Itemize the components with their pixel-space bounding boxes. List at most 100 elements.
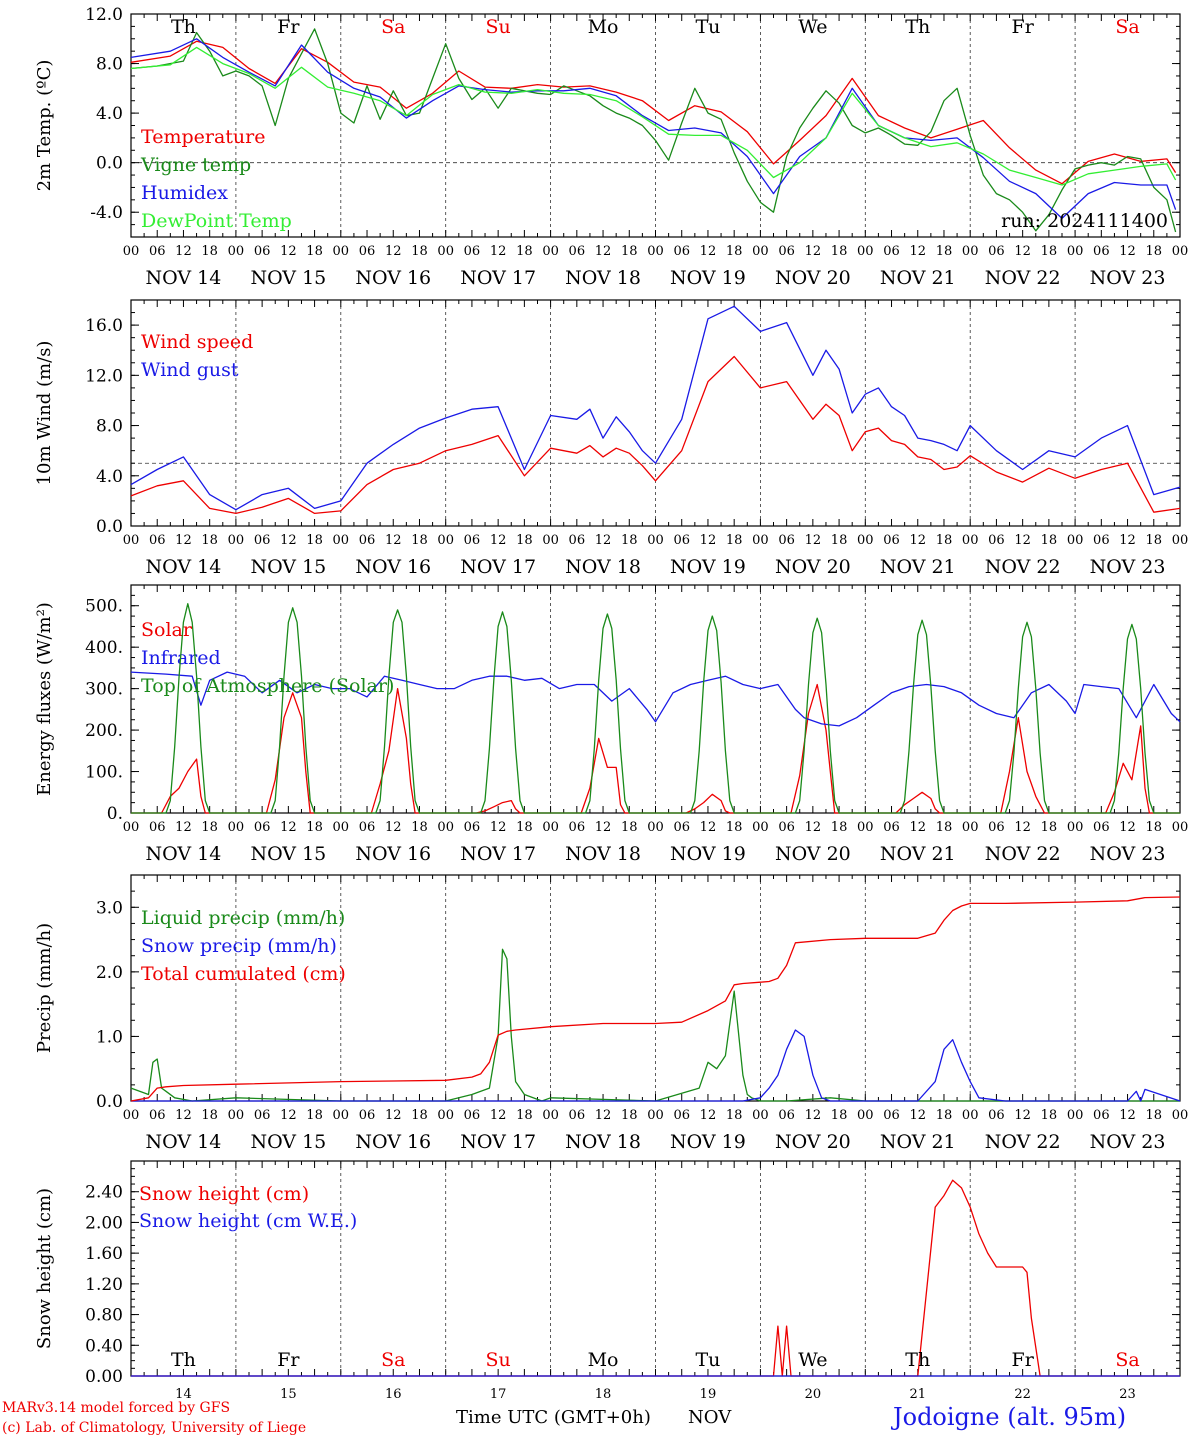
date-label: NOV 17 <box>460 1131 536 1153</box>
legend-entry: Total cumulated (cm) <box>141 963 346 985</box>
date-label: NOV 20 <box>775 267 851 289</box>
hour-label: 12 <box>909 820 926 835</box>
hour-label: 18 <box>1041 244 1058 259</box>
y-tick-label: 1.0 <box>96 1027 123 1047</box>
hour-label: 00 <box>752 533 769 548</box>
hour-label: 18 <box>726 1108 743 1123</box>
hour-label: 12 <box>1014 1108 1031 1123</box>
y-tick-label: 12.0 <box>85 5 123 25</box>
day-number-label: 20 <box>805 1387 822 1402</box>
hour-label: 12 <box>909 533 926 548</box>
hour-label: 06 <box>464 533 481 548</box>
day-number-label: 21 <box>909 1387 926 1402</box>
series-2-2-line <box>131 603 1180 814</box>
date-label: NOV 16 <box>355 267 431 289</box>
hour-label: 12 <box>490 244 507 259</box>
hour-label: 18 <box>516 1108 533 1123</box>
hour-label: 18 <box>726 244 743 259</box>
hour-label: 18 <box>831 820 848 835</box>
hour-label: 06 <box>359 244 376 259</box>
hour-label: 12 <box>700 1108 717 1123</box>
hour-label: 18 <box>936 244 953 259</box>
date-label: NOV 21 <box>880 556 956 578</box>
hour-label: 00 <box>437 1108 454 1123</box>
hour-label: 00 <box>437 820 454 835</box>
hour-label: 06 <box>464 1108 481 1123</box>
hour-label: 00 <box>857 1108 874 1123</box>
legend-entry: Temperature <box>141 126 265 148</box>
weekday-label-bottom: Fr <box>277 1349 300 1371</box>
weekday-label-top: Th <box>905 16 930 38</box>
hour-label: 00 <box>857 820 874 835</box>
y-tick-label: 2.00 <box>85 1213 123 1233</box>
series-4-0-line <box>131 1179 1180 1377</box>
hour-label: 12 <box>1119 1108 1136 1123</box>
y-tick-label: 100. <box>85 763 123 783</box>
hour-label: 18 <box>411 533 428 548</box>
legend-entry: Liquid precip (mm/h) <box>141 907 345 929</box>
hour-label: 06 <box>1093 244 1110 259</box>
legend-entry: Top of Atmosphere (Solar) <box>141 675 394 697</box>
hour-label: 18 <box>1146 820 1163 835</box>
date-label: NOV 15 <box>250 843 326 865</box>
hour-label: 12 <box>280 820 297 835</box>
day-number-label: 14 <box>175 1387 192 1402</box>
series-0-2-line <box>130 38 1177 220</box>
hour-label: 06 <box>883 1108 900 1123</box>
hour-label: 12 <box>175 820 192 835</box>
series-3-2-line <box>130 896 1181 1102</box>
hour-label: 00 <box>123 533 140 548</box>
hour-label: 00 <box>542 533 559 548</box>
hour-label: 06 <box>569 820 586 835</box>
weekday-label-top: Su <box>486 16 511 38</box>
date-label: NOV 19 <box>670 267 746 289</box>
hour-label: 18 <box>1146 1108 1163 1123</box>
hour-label: 06 <box>673 244 690 259</box>
date-label: NOV 22 <box>985 843 1061 865</box>
hour-label: 00 <box>1172 533 1189 548</box>
date-label: NOV 19 <box>670 1131 746 1153</box>
date-label: NOV 19 <box>670 556 746 578</box>
hour-label: 18 <box>831 244 848 259</box>
hour-label: 06 <box>883 244 900 259</box>
weekday-label-bottom: Th <box>171 1349 196 1371</box>
hour-label: 18 <box>411 1108 428 1123</box>
hour-label: 00 <box>333 244 350 259</box>
hour-label: 18 <box>621 244 638 259</box>
hour-label: 18 <box>201 1108 218 1123</box>
hour-label: 18 <box>621 820 638 835</box>
date-label: NOV 22 <box>985 556 1061 578</box>
hour-label: 12 <box>280 533 297 548</box>
weekday-label-top: Fr <box>1012 16 1035 38</box>
weekday-label-bottom: Th <box>905 1349 930 1371</box>
hour-label: 06 <box>254 1108 271 1123</box>
weekday-label-bottom: Mo <box>588 1349 619 1371</box>
weekday-label-top: Sa <box>381 16 405 38</box>
hour-label: 18 <box>516 533 533 548</box>
hour-label: 06 <box>778 533 795 548</box>
y-axis-label: Precip (mm/h) <box>34 923 55 1053</box>
y-tick-label: 200. <box>85 721 123 741</box>
date-label: NOV 17 <box>460 267 536 289</box>
hour-label: 00 <box>123 244 140 259</box>
y-tick-label: 0.0 <box>96 517 123 537</box>
day-number-label: 23 <box>1119 1387 1136 1402</box>
series-0-1-line <box>130 28 1177 233</box>
hour-label: 00 <box>542 244 559 259</box>
hour-label: 12 <box>909 1108 926 1123</box>
hour-label: 12 <box>1119 820 1136 835</box>
hour-label: 00 <box>647 533 664 548</box>
hour-label: 00 <box>752 1108 769 1123</box>
date-label: NOV 21 <box>880 843 956 865</box>
legend-entry: Snow height (cm) <box>139 1183 309 1205</box>
y-tick-label: 1.60 <box>85 1244 123 1264</box>
hour-label: 18 <box>516 244 533 259</box>
hour-label: 06 <box>778 820 795 835</box>
y-tick-label: 0.40 <box>85 1336 123 1356</box>
weekday-label-bottom: Tu <box>695 1349 720 1371</box>
y-tick-label: 0.0 <box>96 154 123 174</box>
date-label: NOV 22 <box>985 1131 1061 1153</box>
hour-label: 00 <box>228 820 245 835</box>
hour-label: 12 <box>700 244 717 259</box>
